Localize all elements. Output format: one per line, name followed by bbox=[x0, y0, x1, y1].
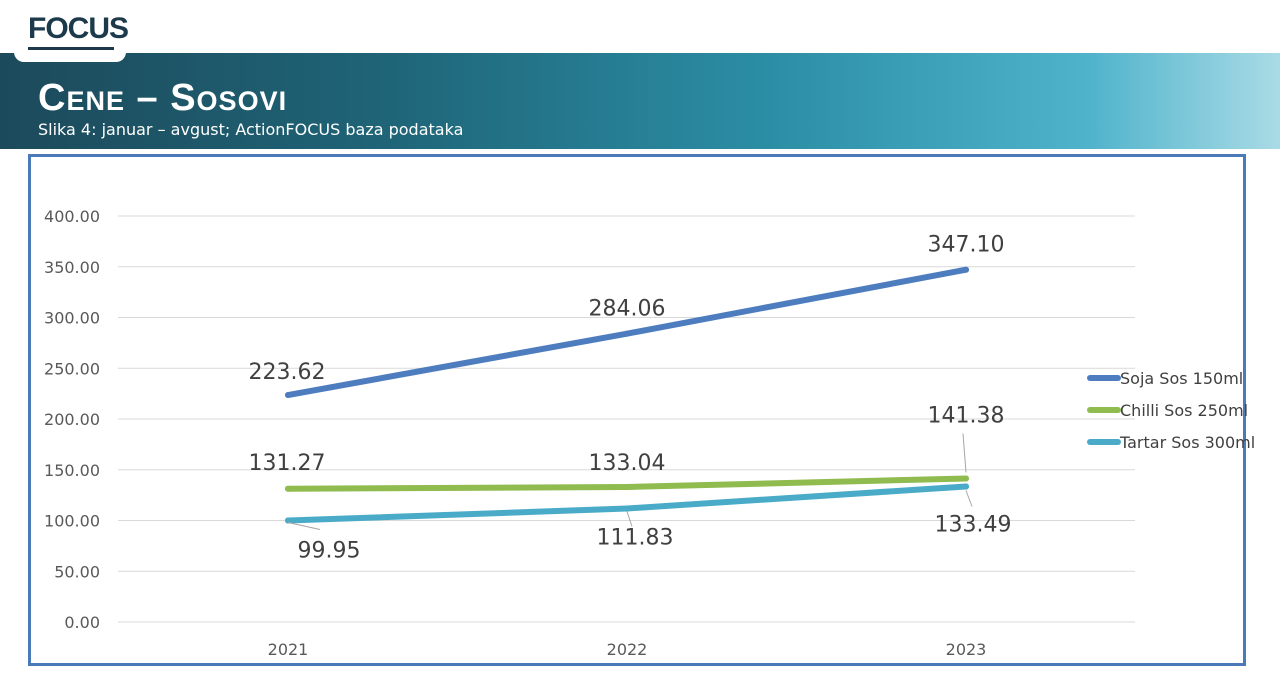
data-point bbox=[285, 517, 291, 524]
series-line-3 bbox=[285, 483, 969, 524]
legend-label: Chilli Sos 250ml bbox=[1120, 401, 1248, 420]
data-label: 133.04 bbox=[589, 451, 666, 476]
data-point bbox=[963, 266, 969, 273]
y-tick-label: 0.00 bbox=[64, 613, 100, 632]
data-point bbox=[624, 483, 630, 490]
leader-line bbox=[965, 490, 973, 507]
data-point bbox=[624, 330, 630, 337]
data-label: 284.06 bbox=[589, 297, 666, 322]
page-subtitle: Slika 4: januar – avgust; ActionFOCUS ba… bbox=[38, 120, 464, 139]
data-label: 111.83 bbox=[597, 525, 674, 550]
data-label: 223.62 bbox=[249, 360, 326, 385]
data-point bbox=[285, 485, 291, 492]
y-tick-label: 100.00 bbox=[44, 512, 100, 531]
legend-label: Tartar Sos 300ml bbox=[1119, 433, 1255, 452]
y-tick-label: 150.00 bbox=[44, 461, 100, 480]
y-tick-label: 400.00 bbox=[44, 207, 100, 226]
data-point bbox=[624, 505, 630, 512]
data-label: 99.95 bbox=[298, 539, 361, 564]
x-tick-label: 2022 bbox=[607, 640, 648, 659]
leader-line bbox=[626, 511, 633, 527]
leader-line bbox=[287, 522, 321, 531]
data-label: 141.38 bbox=[928, 403, 1005, 428]
x-tick-label: 2021 bbox=[268, 640, 309, 659]
data-point bbox=[963, 475, 969, 482]
chart-frame bbox=[28, 154, 1246, 666]
data-point bbox=[963, 483, 969, 490]
y-tick-label: 200.00 bbox=[44, 410, 100, 429]
title-banner bbox=[0, 53, 1280, 149]
data-label: 347.10 bbox=[928, 233, 1005, 258]
x-tick-label: 2023 bbox=[946, 640, 987, 659]
legend-label: Soja Sos 150ml bbox=[1120, 369, 1243, 388]
y-tick-label: 50.00 bbox=[54, 562, 100, 581]
leader-line bbox=[962, 433, 967, 473]
data-label: 133.49 bbox=[935, 513, 1012, 538]
y-tick-label: 300.00 bbox=[44, 309, 100, 328]
page-title: Cene – Sosovi bbox=[38, 77, 288, 119]
y-tick-label: 250.00 bbox=[44, 359, 100, 378]
logo-text: FOCUS bbox=[28, 12, 129, 45]
logo-underline bbox=[28, 47, 114, 50]
data-point bbox=[285, 392, 291, 399]
y-tick-label: 350.00 bbox=[44, 258, 100, 277]
data-label: 131.27 bbox=[249, 451, 326, 476]
focus-logo: FOCUS bbox=[14, 0, 129, 62]
